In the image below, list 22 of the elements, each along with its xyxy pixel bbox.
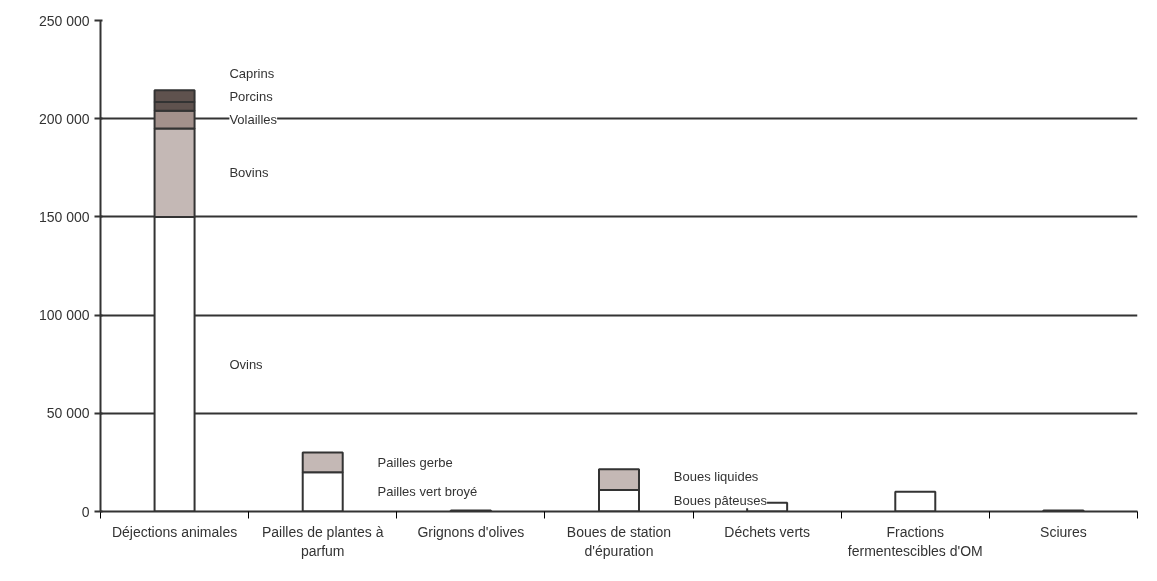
y-tick-label: 150 000 (38, 208, 90, 225)
text: Porcins (229, 89, 274, 105)
y-tick-label: 200 000 (38, 110, 90, 127)
y-tick-label: 100 000 (38, 307, 90, 324)
text: Boues liquides (673, 469, 759, 485)
y-tick-label: 0 (81, 503, 90, 520)
x-tick-label: Fractions fermentescibles d'OM (847, 523, 983, 559)
x-tick-label: Déchets verts (724, 523, 810, 540)
text: Boues pâteuses (673, 493, 768, 509)
x-tick-label: Grignons d'olives (417, 523, 525, 540)
text: Bovins (229, 165, 269, 181)
x-tick-label: Boues de station d'épuration (566, 523, 672, 559)
text: Caprins (229, 66, 275, 82)
x-tick-label: Sciures (1040, 523, 1087, 540)
text: Pailles vert broyé (377, 484, 478, 500)
text: Volailles (229, 112, 278, 128)
x-tick-label: Déjections animales (111, 523, 238, 540)
y-tick-label: 250 000 (38, 12, 90, 29)
x-tick-label: Pailles de plantes à parfum (262, 523, 384, 559)
text: Pailles gerbe (377, 454, 453, 470)
y-tick-label: 50 000 (46, 405, 90, 422)
text: Ovins (229, 356, 264, 372)
